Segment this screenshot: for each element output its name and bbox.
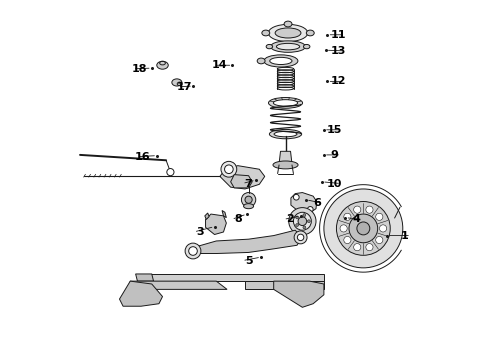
Circle shape: [344, 237, 351, 244]
Polygon shape: [130, 281, 227, 289]
Polygon shape: [137, 274, 324, 281]
Polygon shape: [291, 193, 317, 213]
Circle shape: [366, 244, 373, 251]
Circle shape: [354, 206, 361, 213]
Circle shape: [344, 213, 351, 220]
Text: 5: 5: [245, 256, 252, 266]
Text: 7: 7: [245, 179, 252, 189]
Ellipse shape: [264, 55, 298, 67]
Text: 17: 17: [176, 82, 192, 92]
Circle shape: [294, 212, 311, 230]
Text: 18: 18: [131, 64, 147, 74]
Text: 14: 14: [212, 60, 228, 70]
Ellipse shape: [269, 24, 308, 41]
Circle shape: [245, 196, 252, 203]
Text: 10: 10: [327, 179, 343, 189]
Circle shape: [296, 216, 298, 219]
Ellipse shape: [275, 28, 301, 38]
Circle shape: [289, 208, 316, 235]
Ellipse shape: [274, 131, 297, 137]
Ellipse shape: [273, 100, 298, 106]
Text: 13: 13: [331, 46, 346, 56]
Ellipse shape: [172, 79, 182, 86]
Circle shape: [294, 231, 307, 244]
Polygon shape: [188, 230, 302, 253]
Ellipse shape: [244, 204, 254, 209]
Circle shape: [354, 244, 361, 251]
Polygon shape: [245, 281, 324, 289]
Circle shape: [307, 207, 313, 212]
Circle shape: [189, 247, 197, 255]
Text: 1: 1: [401, 231, 409, 240]
Ellipse shape: [257, 58, 265, 64]
Circle shape: [376, 213, 383, 220]
Ellipse shape: [157, 61, 168, 69]
Polygon shape: [231, 175, 252, 188]
Text: 9: 9: [331, 150, 339, 160]
Circle shape: [297, 234, 304, 240]
Circle shape: [366, 206, 373, 213]
Ellipse shape: [269, 98, 302, 108]
Ellipse shape: [276, 43, 300, 50]
Circle shape: [357, 222, 370, 235]
Circle shape: [185, 243, 201, 259]
Circle shape: [167, 168, 174, 176]
Text: 12: 12: [330, 76, 346, 86]
Polygon shape: [222, 211, 226, 218]
Polygon shape: [136, 274, 153, 281]
Text: 15: 15: [327, 125, 343, 135]
Polygon shape: [205, 214, 226, 234]
Circle shape: [307, 220, 310, 223]
Polygon shape: [120, 281, 163, 306]
Ellipse shape: [303, 44, 310, 49]
Ellipse shape: [270, 41, 306, 52]
Ellipse shape: [266, 44, 272, 49]
Polygon shape: [274, 281, 324, 307]
Circle shape: [296, 224, 298, 226]
Text: 16: 16: [135, 152, 150, 162]
Circle shape: [242, 193, 256, 207]
Circle shape: [298, 217, 307, 226]
Ellipse shape: [262, 30, 270, 36]
Circle shape: [224, 165, 233, 174]
Circle shape: [303, 226, 306, 229]
Ellipse shape: [270, 130, 302, 139]
Circle shape: [379, 225, 387, 232]
Polygon shape: [279, 151, 292, 164]
Ellipse shape: [270, 57, 292, 64]
Text: 3: 3: [196, 227, 204, 237]
Text: 2: 2: [286, 215, 294, 224]
Text: 8: 8: [234, 215, 242, 224]
Circle shape: [294, 194, 299, 200]
Circle shape: [376, 237, 383, 244]
Circle shape: [349, 214, 378, 243]
Circle shape: [303, 214, 306, 216]
Circle shape: [337, 202, 390, 255]
Ellipse shape: [306, 30, 314, 36]
Circle shape: [221, 161, 237, 177]
Text: 4: 4: [352, 215, 360, 224]
Circle shape: [324, 189, 403, 268]
Ellipse shape: [284, 21, 292, 27]
Polygon shape: [220, 166, 265, 189]
Text: 6: 6: [313, 198, 320, 208]
Ellipse shape: [273, 161, 298, 169]
Polygon shape: [205, 213, 209, 220]
Circle shape: [340, 225, 347, 232]
Text: 11: 11: [330, 30, 346, 40]
